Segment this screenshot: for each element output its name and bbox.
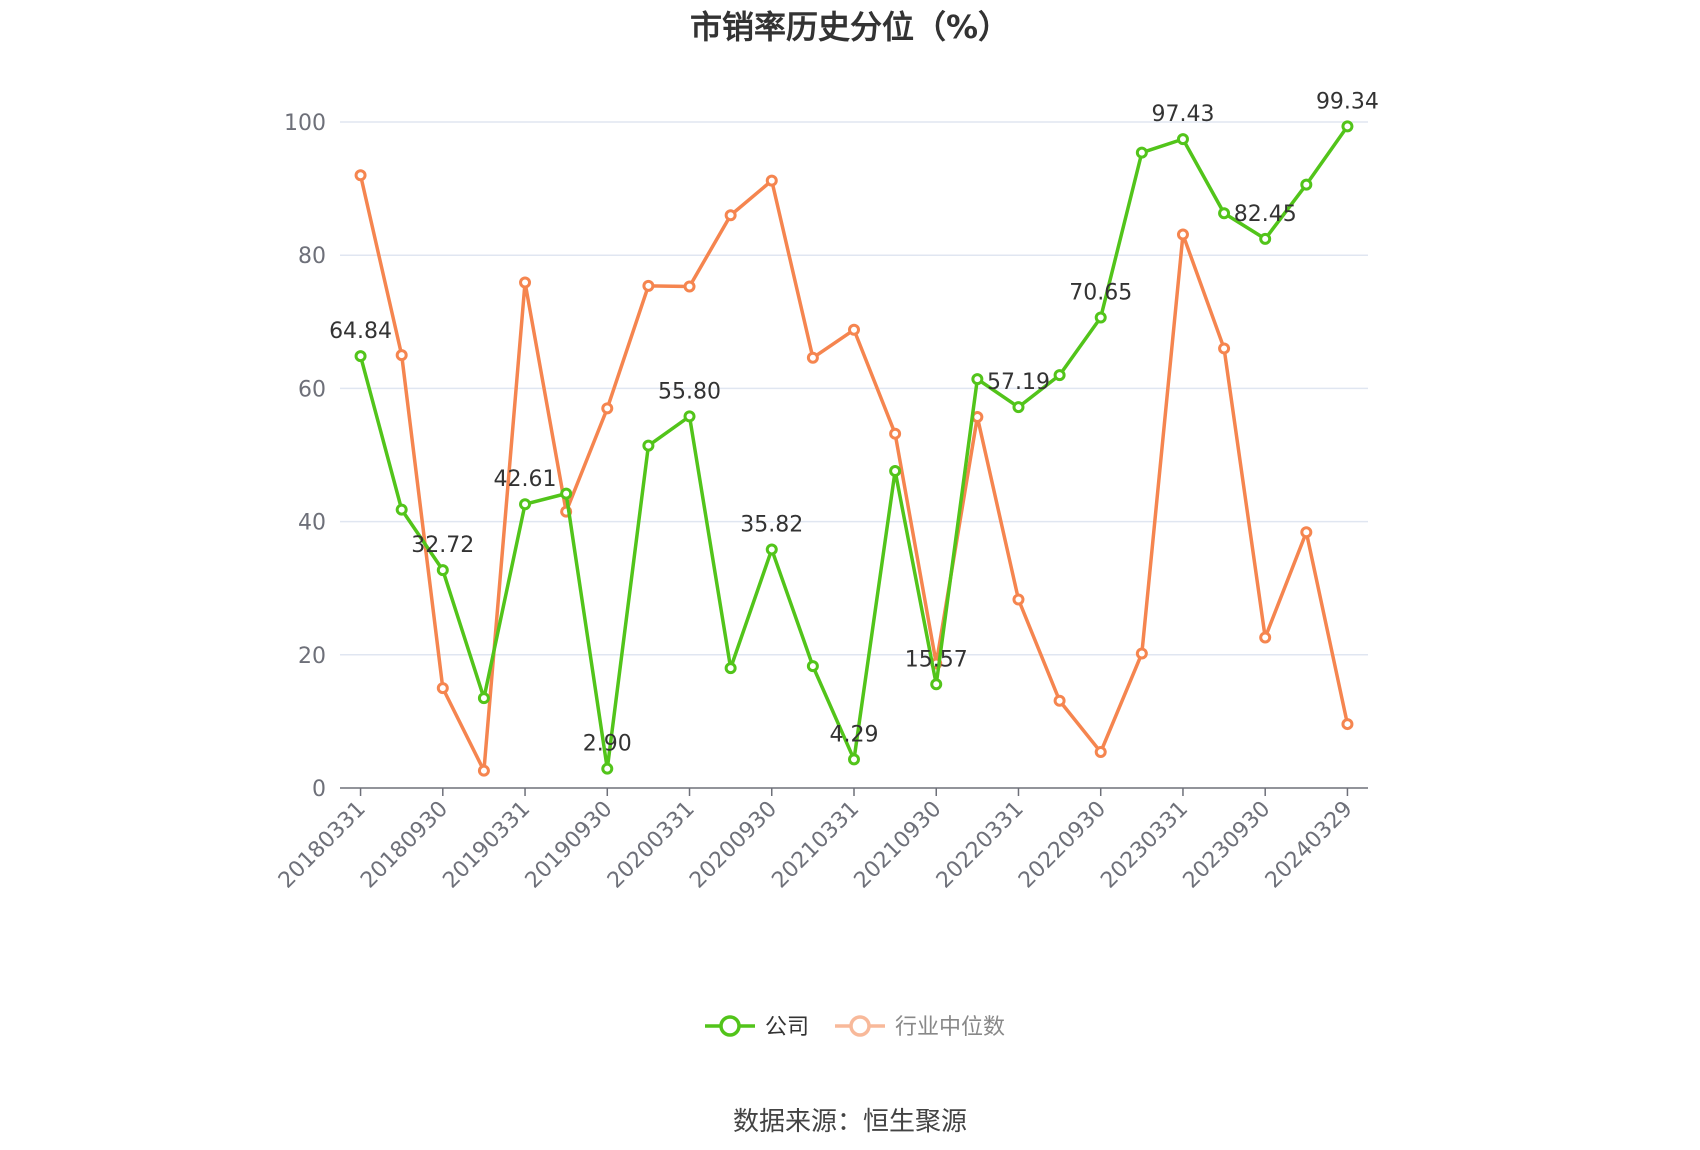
x-tick-label: 20210331 [767,797,864,894]
data-point[interactable] [889,427,902,440]
data-label: 64.84 [329,319,392,344]
data-point[interactable] [848,323,860,336]
series-line [358,125,1349,771]
data-point[interactable] [560,487,573,500]
data-point[interactable] [1259,232,1272,245]
legend-item-company[interactable]: 公司 [705,1015,809,1040]
data-point[interactable] [1053,694,1066,707]
data-labels: 64.84 32.72 42.61 2.90 55.80 35.82 4.29 15.57 57… [329,89,1379,756]
data-point[interactable] [1176,133,1189,146]
data-point[interactable] [683,280,696,293]
data-point[interactable] [1341,120,1354,133]
data-point[interactable] [1094,311,1107,324]
data-label: 4.29 [830,722,879,747]
series-industry-median [354,169,1354,777]
y-tick-label: 0 [312,777,326,802]
chart-title: 市销率历史分位（%） [690,8,1010,46]
data-point[interactable] [354,350,367,363]
x-tick-label: 20200331 [603,797,700,894]
data-label: 42.61 [494,467,557,492]
data-point[interactable] [477,764,490,777]
data-point[interactable] [889,464,902,477]
data-label: 15.57 [905,647,968,672]
data-point[interactable] [1135,146,1148,159]
x-tick-label: 20240329 [1261,797,1358,894]
data-point[interactable] [1176,228,1189,241]
data-point[interactable] [601,402,614,415]
data-point[interactable] [1094,746,1107,759]
data-label: 55.80 [658,379,721,404]
grid [340,121,1368,656]
series-lines [354,120,1354,777]
x-axis: 2018033120180930201903312019093020200331… [274,787,1368,894]
data-point[interactable] [477,692,490,705]
y-tick-label: 80 [298,244,326,269]
x-tick-label: 20210930 [850,797,947,894]
data-point[interactable] [1259,631,1272,644]
data-point[interactable] [806,660,819,673]
data-point[interactable] [436,564,449,577]
legend-label: 行业中位数 [895,1015,1005,1040]
data-source: 数据来源：恒生聚源 [733,1107,967,1137]
data-point[interactable] [354,169,367,182]
data-point[interactable] [642,439,655,452]
y-tick-label: 20 [298,644,326,669]
data-point[interactable] [395,503,408,516]
data-point[interactable] [848,753,860,766]
x-tick-label: 20180930 [356,797,453,894]
data-point[interactable] [765,174,778,187]
data-point[interactable] [724,662,737,675]
legend-marker [719,1015,741,1037]
data-point[interactable] [1300,178,1313,191]
y-tick-label: 100 [284,111,326,136]
y-axis-ticks: 0 20 40 60 80 100 [284,111,326,802]
y-tick-label: 60 [298,377,326,402]
data-point[interactable] [519,276,532,289]
data-point[interactable] [724,209,737,222]
data-point[interactable] [1218,342,1231,355]
data-point[interactable] [765,543,778,556]
data-point[interactable] [1012,593,1025,606]
data-label: 2.90 [583,732,632,757]
x-tick-label: 20220331 [932,797,1029,894]
x-tick-label: 20190930 [521,797,618,894]
data-point[interactable] [1135,647,1148,660]
data-point[interactable] [436,682,449,695]
data-point[interactable] [930,678,943,691]
x-tick-label: 20220930 [1014,797,1111,894]
x-tick-label: 20190331 [438,797,535,894]
data-label: 97.43 [1151,102,1214,127]
legend-item-industry-median[interactable]: 行业中位数 [835,1015,1005,1040]
x-tick-label: 20180331 [274,797,371,894]
data-point[interactable] [1053,369,1066,382]
data-label: 57.19 [987,370,1050,395]
x-tick-label: 20230331 [1096,797,1193,894]
data-point[interactable] [1300,526,1313,539]
data-point[interactable] [1218,207,1231,220]
data-label: 99.34 [1316,89,1379,114]
data-point[interactable] [971,373,984,386]
legend[interactable]: 公司 行业中位数 [705,1015,1005,1040]
data-label: 35.82 [740,512,803,537]
data-point[interactable] [642,279,655,292]
x-tick-label: 20200930 [685,797,782,894]
data-point[interactable] [1341,718,1354,731]
legend-label: 公司 [765,1015,809,1040]
data-point[interactable] [1012,401,1025,414]
data-point[interactable] [806,351,819,364]
x-tick-label: 20230930 [1179,797,1276,894]
data-label: 82.45 [1234,202,1297,227]
data-label: 32.72 [411,533,474,558]
data-point[interactable] [395,349,408,362]
y-tick-label: 40 [298,511,326,536]
legend-marker [849,1015,871,1037]
data-point[interactable] [601,762,614,775]
series-company [354,120,1354,775]
data-point[interactable] [683,410,696,423]
data-point[interactable] [519,498,532,511]
data-label: 70.65 [1069,280,1132,305]
